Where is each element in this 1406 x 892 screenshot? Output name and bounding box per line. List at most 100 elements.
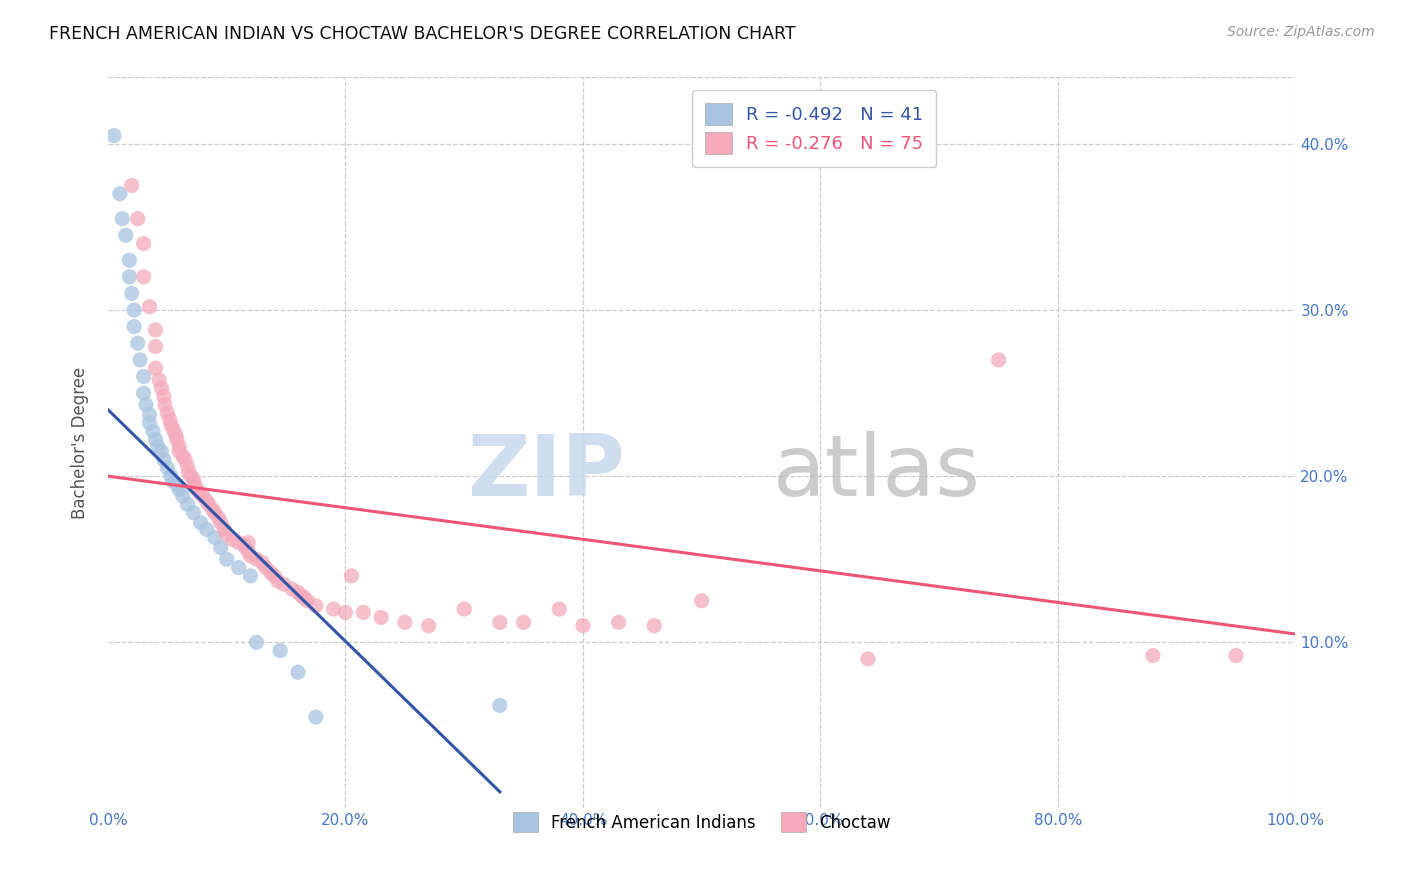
- Text: FRENCH AMERICAN INDIAN VS CHOCTAW BACHELOR'S DEGREE CORRELATION CHART: FRENCH AMERICAN INDIAN VS CHOCTAW BACHEL…: [49, 25, 796, 43]
- Point: [512, 615, 534, 630]
- Y-axis label: Bachelor's Degree: Bachelor's Degree: [72, 367, 89, 519]
- Point: [172, 449, 194, 463]
- Point: [114, 228, 136, 243]
- Point: [204, 531, 226, 545]
- Point: [108, 186, 131, 201]
- Point: [245, 552, 267, 566]
- Point: [183, 477, 205, 491]
- Point: [254, 560, 277, 574]
- Point: [160, 417, 183, 432]
- Point: [167, 444, 190, 458]
- Point: [418, 618, 440, 632]
- Point: [260, 566, 283, 580]
- Point: [174, 452, 197, 467]
- Point: [172, 489, 194, 503]
- Point: [180, 469, 202, 483]
- Point: [290, 589, 312, 603]
- Point: [121, 178, 143, 193]
- Point: [263, 569, 285, 583]
- Point: [160, 469, 183, 483]
- Point: [267, 574, 290, 588]
- Point: [236, 535, 259, 549]
- Point: [548, 602, 571, 616]
- Point: [145, 361, 167, 376]
- Point: [138, 416, 160, 430]
- Point: [118, 253, 141, 268]
- Point: [135, 398, 157, 412]
- Point: [190, 516, 212, 530]
- Point: [138, 300, 160, 314]
- Point: [162, 423, 184, 437]
- Point: [489, 615, 512, 630]
- Point: [129, 352, 152, 367]
- Point: [167, 483, 190, 497]
- Point: [233, 539, 256, 553]
- Point: [153, 398, 176, 412]
- Point: [165, 427, 187, 442]
- Point: [153, 452, 176, 467]
- Point: [287, 665, 309, 680]
- Point: [305, 599, 328, 613]
- Point: [572, 618, 595, 632]
- Point: [245, 635, 267, 649]
- Point: [145, 323, 167, 337]
- Point: [215, 552, 238, 566]
- Point: [856, 652, 879, 666]
- Point: [146, 439, 169, 453]
- Point: [156, 461, 179, 475]
- Point: [207, 510, 229, 524]
- Point: [145, 340, 167, 354]
- Point: [186, 483, 208, 497]
- Point: [209, 516, 232, 530]
- Point: [281, 582, 304, 596]
- Point: [1142, 648, 1164, 663]
- Point: [204, 506, 226, 520]
- Point: [239, 569, 262, 583]
- Point: [239, 549, 262, 563]
- Point: [183, 473, 205, 487]
- Point: [121, 286, 143, 301]
- Point: [690, 594, 713, 608]
- Point: [453, 602, 475, 616]
- Point: [118, 269, 141, 284]
- Point: [269, 643, 291, 657]
- Text: ZIP: ZIP: [467, 431, 624, 514]
- Point: [297, 594, 319, 608]
- Point: [322, 602, 344, 616]
- Point: [340, 569, 363, 583]
- Text: Source: ZipAtlas.com: Source: ZipAtlas.com: [1227, 25, 1375, 39]
- Point: [111, 211, 134, 226]
- Point: [122, 303, 145, 318]
- Point: [177, 466, 200, 480]
- Point: [103, 128, 125, 143]
- Point: [132, 369, 155, 384]
- Point: [221, 533, 243, 547]
- Point: [148, 373, 170, 387]
- Point: [183, 506, 205, 520]
- Point: [132, 386, 155, 401]
- Point: [335, 606, 357, 620]
- Point: [153, 389, 176, 403]
- Point: [162, 474, 184, 488]
- Point: [215, 527, 238, 541]
- Point: [156, 406, 179, 420]
- Text: atlas: atlas: [773, 431, 981, 514]
- Point: [394, 615, 416, 630]
- Point: [159, 412, 181, 426]
- Point: [292, 591, 315, 605]
- Point: [127, 336, 149, 351]
- Point: [145, 433, 167, 447]
- Point: [176, 459, 198, 474]
- Point: [195, 494, 218, 508]
- Point: [305, 710, 328, 724]
- Point: [150, 381, 173, 395]
- Point: [252, 556, 274, 570]
- Point: [166, 477, 188, 491]
- Point: [191, 489, 214, 503]
- Point: [201, 502, 224, 516]
- Point: [228, 535, 250, 549]
- Point: [150, 444, 173, 458]
- Point: [489, 698, 512, 713]
- Point: [132, 236, 155, 251]
- Point: [643, 618, 665, 632]
